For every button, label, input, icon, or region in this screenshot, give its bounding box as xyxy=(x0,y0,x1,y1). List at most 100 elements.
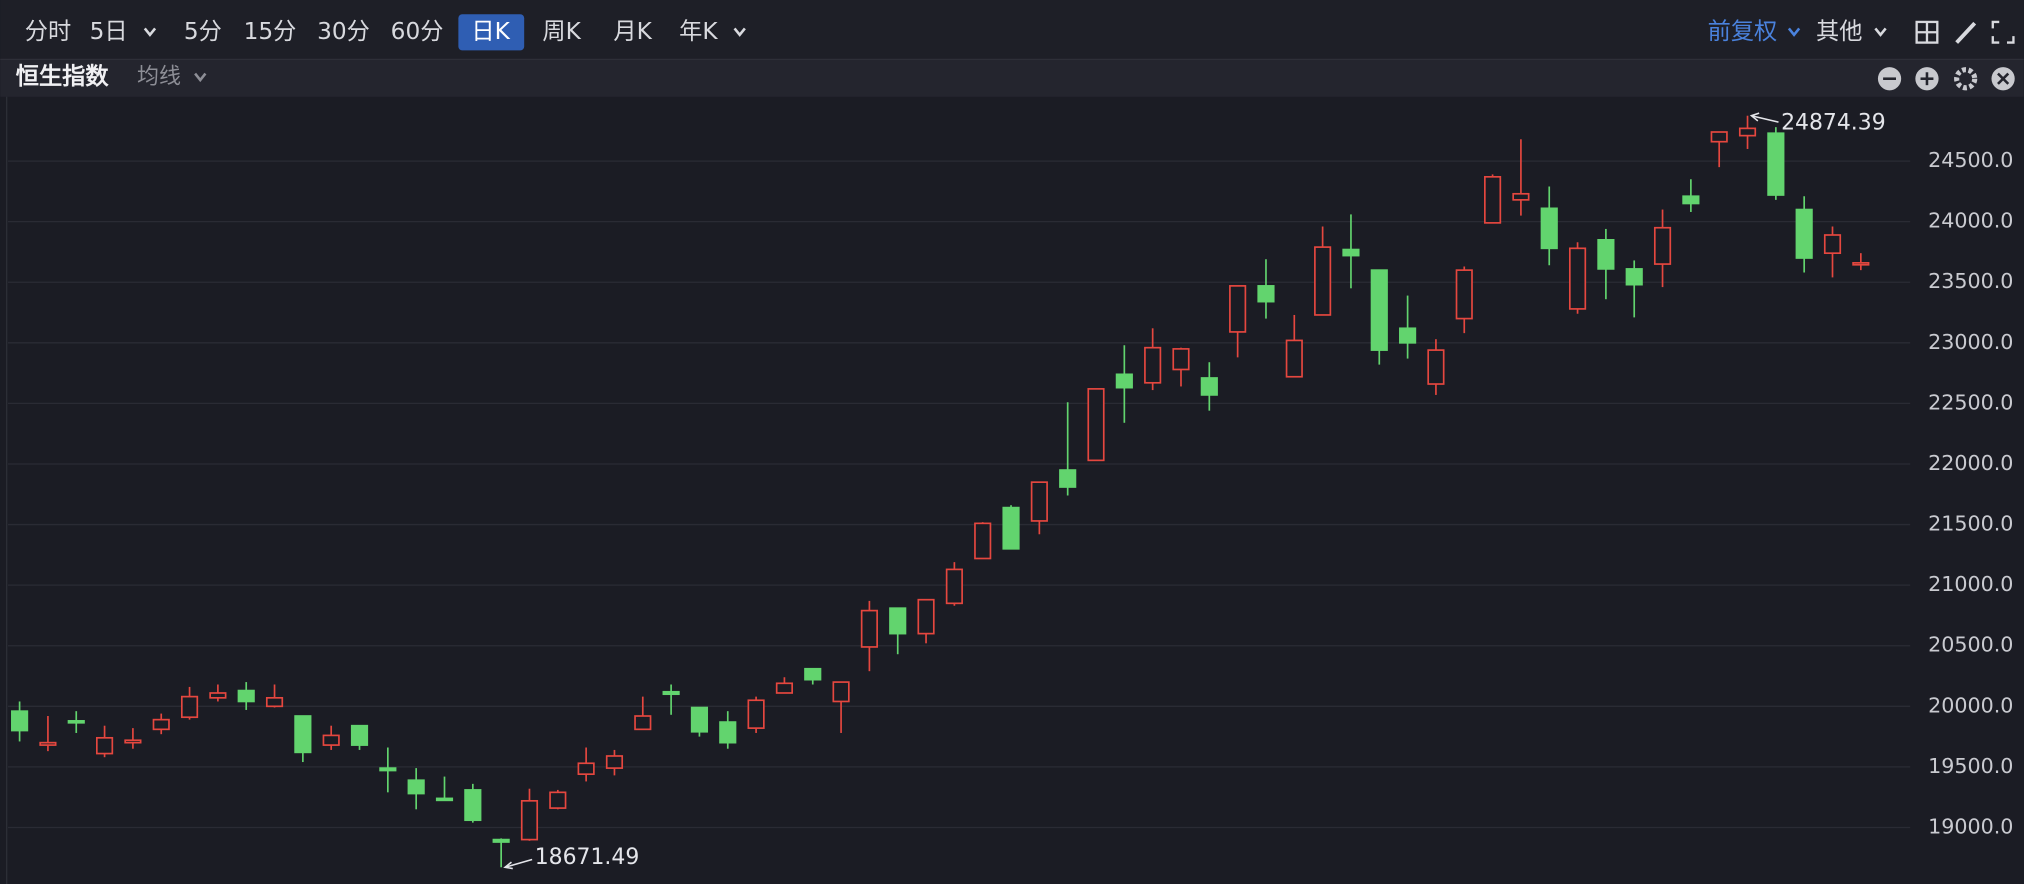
candle-body xyxy=(832,681,850,703)
candle-body xyxy=(1144,346,1162,384)
candle-body xyxy=(945,568,963,605)
candle-body xyxy=(1370,269,1388,351)
candle-body xyxy=(1568,247,1587,310)
chevron xyxy=(733,27,746,37)
plot: 分时 5日 5分 15分 30分 60分 日K 周K 月K 年K 19000.0 19500.0 200… xyxy=(7,18,2013,870)
candle-body xyxy=(1172,348,1190,371)
panel-icons xyxy=(1877,67,2015,91)
candle-body xyxy=(1795,208,1813,259)
tab[interactable]: 30分 xyxy=(317,18,370,45)
y-tick-label: 21500.0 xyxy=(1928,512,2013,536)
y-tick-label: 23500.0 xyxy=(1928,269,2013,293)
candle-body xyxy=(1484,175,1502,224)
candle-body xyxy=(1738,127,1757,137)
draw-icon[interactable] xyxy=(1955,21,1977,44)
tab[interactable]: 5日 xyxy=(90,18,128,45)
icon-part xyxy=(1991,36,2000,44)
icon-part xyxy=(1997,72,2010,85)
other-menu[interactable]: 其他 xyxy=(1816,18,1862,45)
y-tick-label: 24500.0 xyxy=(1928,148,2013,172)
candle-body xyxy=(1030,481,1048,522)
candle-body xyxy=(662,690,680,696)
tab[interactable]: 15分 xyxy=(244,18,297,45)
candle-body xyxy=(350,724,369,746)
candle-body xyxy=(1597,238,1615,270)
candle-body xyxy=(577,762,595,776)
candle-body xyxy=(775,682,794,694)
annotation-arrow xyxy=(1751,114,1779,123)
candle-body xyxy=(690,706,709,733)
candle-body xyxy=(520,799,539,841)
candle-body xyxy=(549,791,567,809)
candle-body xyxy=(1710,131,1728,143)
icon-part xyxy=(2006,36,2015,44)
panel-header xyxy=(0,59,2024,97)
candle-body xyxy=(11,710,29,732)
candle-body xyxy=(209,692,227,699)
candle-body xyxy=(407,779,425,795)
candle-body xyxy=(1115,373,1133,389)
candle-body xyxy=(804,667,822,681)
candle-body xyxy=(1314,246,1332,316)
candle-body xyxy=(1002,506,1020,550)
candle-body xyxy=(1540,207,1558,250)
candle-body xyxy=(1200,377,1218,396)
chevron xyxy=(194,72,207,83)
fullscreen-icon[interactable] xyxy=(1991,20,2000,29)
candle-body xyxy=(237,689,255,703)
tab[interactable]: 日K xyxy=(471,18,510,45)
candle-body xyxy=(1427,349,1445,385)
candle-body xyxy=(747,699,765,729)
candle-body xyxy=(1767,132,1785,196)
candle-body xyxy=(1229,285,1247,333)
tab[interactable]: 5分 xyxy=(184,18,222,45)
y-tick-label: 19000.0 xyxy=(1928,814,2013,838)
candle-body xyxy=(1682,195,1700,205)
candle-body xyxy=(1342,248,1360,257)
candle-body xyxy=(1285,339,1303,378)
high-label: 24874.39 xyxy=(1781,110,1886,135)
candle-body xyxy=(917,598,935,635)
candle-body xyxy=(1653,226,1672,265)
candle-body xyxy=(464,789,482,822)
candle-body xyxy=(1399,327,1417,344)
candle-body xyxy=(322,734,340,746)
arrow-head xyxy=(503,861,513,870)
tab-selected-bg xyxy=(458,14,525,51)
candle-body xyxy=(180,695,199,719)
candle-body xyxy=(605,755,624,769)
tab[interactable]: 60分 xyxy=(391,18,444,45)
chevron xyxy=(1787,27,1801,37)
candle-body xyxy=(1059,469,1077,488)
candle-body xyxy=(860,609,878,648)
ma-menu[interactable]: 均线 xyxy=(137,64,181,89)
adjust-menu[interactable]: 前复权 xyxy=(1708,18,1778,45)
candle-body xyxy=(294,715,312,754)
candle-body xyxy=(1625,268,1643,286)
tab[interactable]: 分时 xyxy=(25,18,71,45)
candle-body xyxy=(39,741,57,746)
chevron xyxy=(143,27,157,37)
settings-icon[interactable] xyxy=(1954,67,1978,91)
tab[interactable]: 月K xyxy=(613,18,652,45)
y-tick-label: 20000.0 xyxy=(1928,693,2013,717)
y-tick-label: 22000.0 xyxy=(1928,451,2013,475)
candle-body xyxy=(634,715,652,731)
candle-body xyxy=(379,767,397,772)
candle-body xyxy=(435,797,454,802)
y-tick-label: 22500.0 xyxy=(1928,390,2013,414)
tab[interactable]: 周K xyxy=(542,18,581,45)
y-tick-label: 23000.0 xyxy=(1928,330,2013,354)
tab[interactable]: 年K xyxy=(679,18,718,45)
low-label: 18671.49 xyxy=(535,845,640,870)
y-tick-label: 20500.0 xyxy=(1928,633,2013,657)
y-tick-label: 21000.0 xyxy=(1928,572,2013,596)
candle-body xyxy=(492,838,510,843)
toolbar xyxy=(0,0,2024,60)
arrow-head xyxy=(1749,112,1760,122)
candle-body xyxy=(1512,192,1530,201)
candle-body xyxy=(67,720,85,724)
candle-body xyxy=(889,607,907,635)
candle-body xyxy=(1257,285,1275,303)
